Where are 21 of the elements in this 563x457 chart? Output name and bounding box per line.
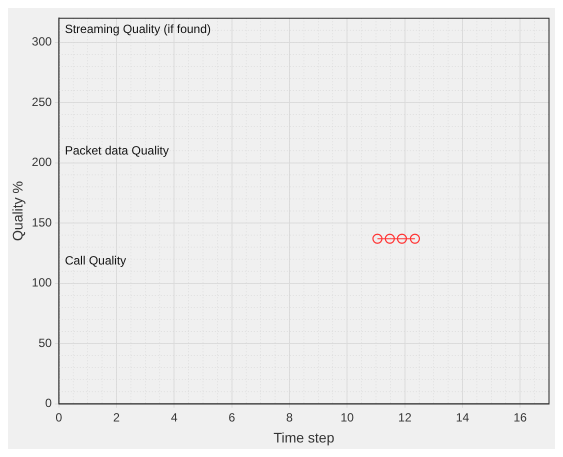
x-tick-label: 6 (228, 410, 236, 424)
y-tick-label: 50 (38, 336, 52, 350)
y-tick-label: 0 (45, 396, 52, 410)
x-axis-title: Time step (273, 429, 335, 446)
y-tick-label: 250 (32, 94, 52, 109)
x-tick-label: 14 (456, 410, 470, 424)
x-tick-label: 0 (55, 410, 62, 424)
annotation: Packet data Quality (64, 144, 169, 158)
y-tick-label: 100 (32, 276, 52, 290)
annotation: Call Quality (64, 253, 126, 268)
y-tick-label: 150 (32, 215, 52, 230)
x-tick-label: 12 (398, 410, 412, 424)
x-tick-label: 16 (513, 410, 528, 424)
y-tick-label: 300 (32, 34, 52, 49)
x-tick-label: 4 (170, 410, 178, 424)
y-tick-label: 200 (32, 155, 52, 170)
annotation: Streaming Quality (if found) (64, 22, 211, 36)
x-tick-label: 8 (286, 410, 294, 424)
y-axis-title: Quality % (9, 181, 26, 241)
x-tick-label: 10 (340, 410, 354, 424)
x-tick-label: 2 (113, 410, 120, 424)
